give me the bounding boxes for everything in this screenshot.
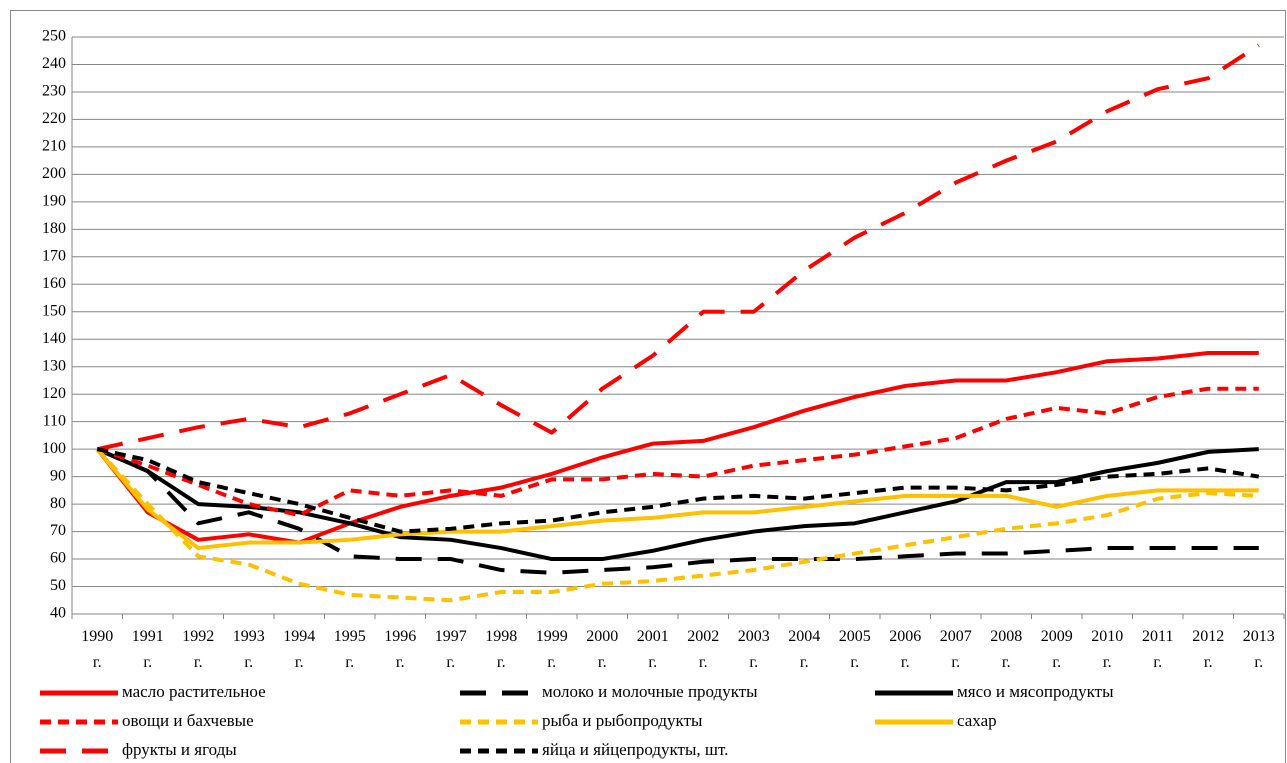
- y-tick-label: 60: [50, 550, 66, 567]
- x-tick-label: 2002 г.: [687, 628, 720, 671]
- series-line: [96, 447, 1260, 534]
- legend-label: овощи и бахчевые: [122, 711, 254, 730]
- y-tick-label: 230: [42, 83, 66, 100]
- legend-label: масло растительное: [122, 682, 266, 701]
- series-line: [95, 447, 1259, 551]
- x-tick-label: 1994 г.: [283, 628, 316, 671]
- x-tick-label: 2013 г.: [1242, 628, 1275, 671]
- y-tick-label: 130: [42, 357, 66, 374]
- series-line: [96, 447, 1259, 575]
- y-tick-label: 70: [50, 522, 66, 539]
- x-tick-label: 2009 г.: [1040, 628, 1073, 671]
- y-tick-label: 160: [42, 275, 66, 292]
- series-line: [96, 43, 1260, 452]
- x-tick-label: 2010 г.: [1091, 628, 1124, 671]
- y-tick-label: 40: [50, 605, 66, 622]
- x-tick-label: 2006 г.: [889, 628, 922, 671]
- y-tick-label: 110: [43, 412, 66, 429]
- x-tick-label: 1993 г.: [232, 628, 265, 671]
- y-tick-label: 140: [42, 330, 66, 347]
- x-tick-label: 2001 г.: [636, 628, 669, 671]
- y-tick-label: 100: [42, 440, 66, 457]
- y-tick-label: 240: [42, 55, 66, 72]
- legend-label: яйца и яйцепродукты, шт.: [542, 740, 729, 759]
- x-tick-label: 1999 г.: [535, 628, 568, 671]
- y-tick-label: 80: [50, 495, 66, 512]
- x-tick-label: 1995 г.: [333, 628, 366, 671]
- x-tick-label: 2003 г.: [737, 628, 770, 671]
- legend-label: фрукты и ягоды: [122, 740, 237, 759]
- legend-label: сахар: [957, 711, 997, 730]
- legend-label: мясо и мясопродукты: [957, 682, 1114, 701]
- legend-label: молоко и молочные продукты: [542, 682, 758, 701]
- series-line: [95, 447, 1259, 603]
- series-line: [96, 386, 1259, 518]
- y-tick-label: 50: [50, 577, 66, 594]
- y-tick-label: 220: [42, 110, 66, 127]
- x-tick-label: 2007 г.: [939, 628, 972, 671]
- x-tick-label: 2000 г.: [586, 628, 619, 671]
- x-tick-label: 2012 г.: [1192, 628, 1225, 671]
- x-tick-label: 1990 г.: [81, 628, 114, 671]
- x-tick-label: 2011 г.: [1142, 628, 1174, 671]
- x-tick-label: 2004 г.: [788, 628, 821, 671]
- x-tick-label: 2008 г.: [990, 628, 1023, 671]
- chart-border: [10, 10, 1286, 763]
- x-tick-label: 1998 г.: [485, 628, 518, 671]
- y-tick-label: 90: [50, 467, 66, 484]
- y-tick-label: 210: [42, 138, 66, 155]
- x-tick-label: 1991 г.: [131, 628, 164, 671]
- x-tick-label: 1992 г.: [182, 628, 215, 671]
- x-tick-label: 1997 г.: [434, 628, 467, 671]
- y-tick-label: 170: [42, 247, 66, 264]
- y-tick-label: 180: [42, 220, 66, 237]
- y-tick-label: 150: [42, 302, 66, 319]
- x-tick-label: 1996 г.: [384, 628, 417, 671]
- y-tick-label: 250: [42, 28, 66, 45]
- y-tick-label: 190: [42, 193, 66, 210]
- y-tick-label: 200: [42, 165, 66, 182]
- legend-label: рыба и рыбопродукты: [542, 711, 703, 730]
- y-tick-label: 120: [42, 385, 66, 402]
- x-tick-label: 2005 г.: [838, 628, 871, 671]
